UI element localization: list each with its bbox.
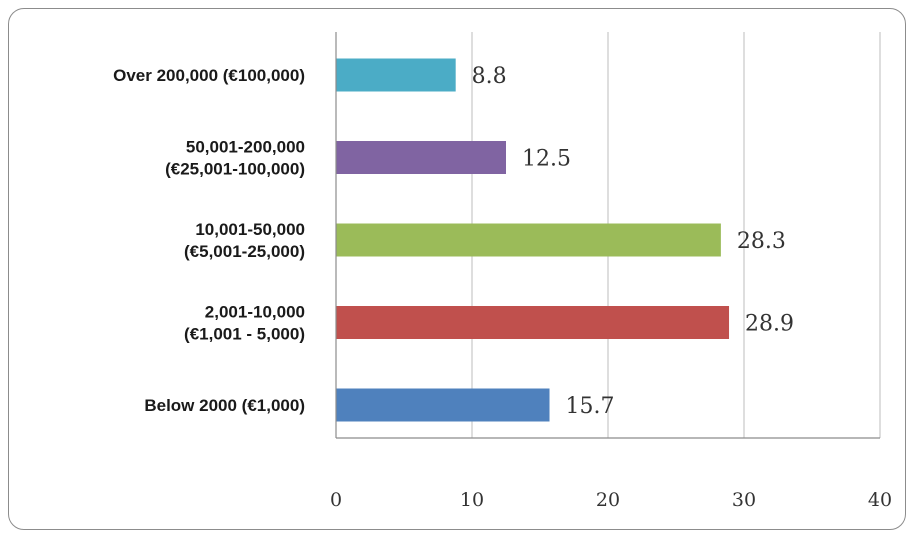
x-tick-label: 0 [330,489,342,511]
x-tick-label: 20 [596,489,620,511]
labels: 0 10 20 30 40 8.8 Over 200,000 (€100,000) 12.5 5… [113,64,892,511]
bar-value-label: 28.9 [745,312,794,337]
bar-value-label: 12.5 [522,147,571,172]
bar [336,306,730,339]
category-label: 50,001-200,000 [186,138,305,157]
bar [336,141,506,174]
x-tick-label: 30 [732,489,756,511]
x-tick-label: 40 [868,489,892,511]
bar-value-label: 28.3 [737,229,786,254]
category-label: (€5,001-25,000) [184,242,305,261]
bar-value-label: 8.8 [472,64,507,89]
bars [336,58,730,422]
category-label: 2,001-10,000 [205,303,305,322]
bar-value-label: 15.7 [566,394,615,419]
category-label: 10,001-50,000 [195,220,305,239]
category-label: Over 200,000 (€100,000) [113,66,305,85]
category-label: Below 2000 (€1,000) [144,396,305,415]
category-label: (€25,001-100,000) [165,160,305,179]
bar [336,388,550,422]
axes [335,32,880,439]
bar [336,58,456,92]
category-label: (€1,001 - 5,000) [184,325,305,344]
chart-frame [8,8,906,530]
bar [336,223,721,257]
x-tick-label: 10 [460,489,484,511]
